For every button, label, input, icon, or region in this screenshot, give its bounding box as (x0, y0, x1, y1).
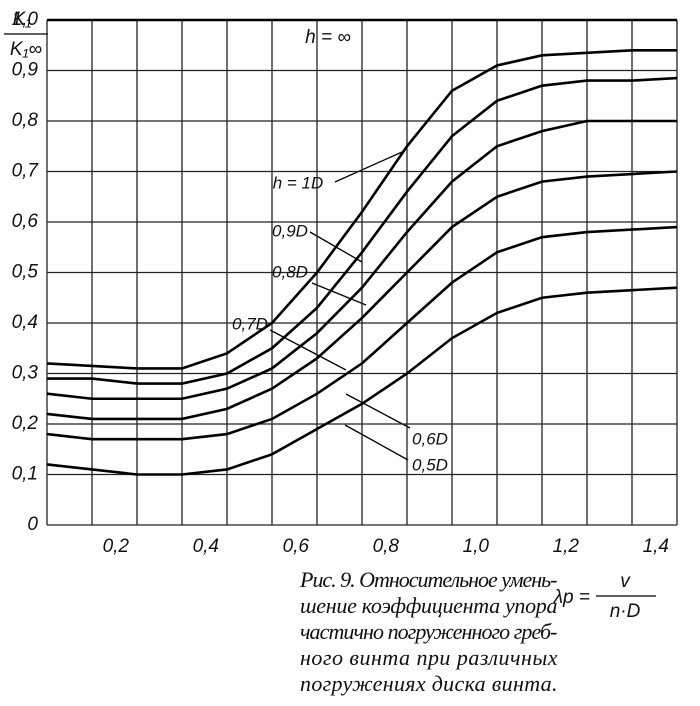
curve-label: 0,9D (272, 221, 308, 240)
curve-label: h = 1D (273, 173, 324, 192)
curve (46, 286, 678, 476)
leader-line (344, 424, 409, 461)
y-tick-label: 0,9 (12, 60, 39, 81)
caption-line: частично погруженного греб- (300, 619, 558, 644)
x-tick-label: 0,4 (193, 536, 219, 557)
caption-line: погружениях диска винта. (300, 671, 558, 696)
caption-line: шение коэффициента упора (300, 593, 558, 618)
y-label-numerator: K₁ (13, 9, 32, 30)
curve-label: 0,5D (412, 455, 448, 474)
leader-line (311, 282, 367, 306)
curve (46, 170, 678, 421)
y-tick-label: 0,6 (12, 211, 39, 232)
curve (47, 76, 678, 385)
y-tick-label: 0,4 (12, 312, 38, 333)
y-tick-label: 1,0 (12, 9, 39, 30)
caption-line: Рис. 9. Относительное умень- (299, 567, 558, 592)
x-label-denominator: n·D (610, 601, 641, 622)
x-label-lhs: λp = (553, 587, 590, 608)
curve-label: 0,8D (272, 262, 308, 281)
y-label-denominator: K₁∞ (10, 39, 42, 60)
y-tick-label: 0 (27, 514, 38, 535)
x-tick-label: 1,4 (643, 536, 669, 557)
y-tick-label: 0,5 (12, 262, 39, 283)
curve (46, 225, 678, 441)
curve (46, 119, 677, 401)
y-tick-label: 0,7 (12, 161, 40, 182)
x-tick-label: 0,8 (373, 536, 400, 557)
leader-line (269, 329, 347, 371)
caption-line: ного винта при различных (300, 645, 558, 670)
y-tick-label: 0,1 (12, 464, 38, 485)
x-tick-label: 1,0 (463, 536, 490, 557)
leader-line (334, 151, 403, 183)
curve-label: h = ∞ (305, 27, 351, 48)
x-tick-label: 0,2 (103, 536, 130, 557)
y-tick-label: 0,2 (12, 413, 39, 434)
curve-label: 0,6D (412, 429, 448, 448)
y-tick-label: 0,8 (12, 110, 39, 131)
x-tick-label: 1,2 (553, 536, 580, 557)
x-label-numerator: v (620, 571, 631, 592)
y-tick-label: 0,3 (12, 363, 39, 384)
x-tick-label: 0,6 (283, 536, 310, 557)
curve (46, 49, 677, 370)
curve-label: 0,7D (232, 314, 268, 333)
leader-line (345, 393, 411, 429)
